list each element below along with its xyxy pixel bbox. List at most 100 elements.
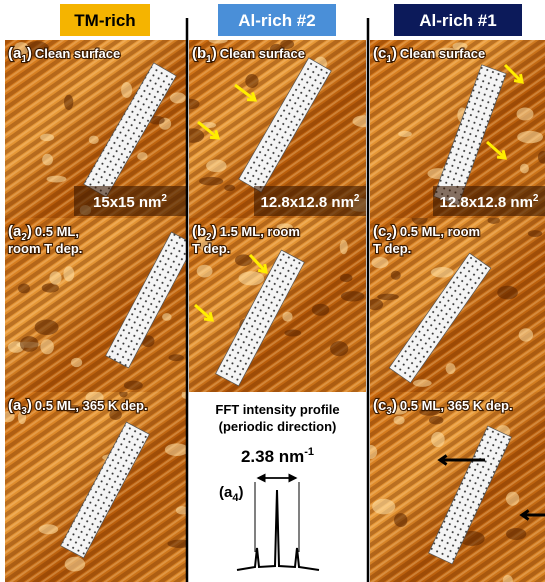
label-end: )	[212, 223, 217, 240]
stm-feature	[245, 74, 259, 88]
arrow-head	[246, 91, 258, 102]
stm-feature	[168, 354, 184, 362]
label-sub: 1	[21, 54, 27, 65]
stm-feature	[13, 42, 30, 55]
stm-feature	[238, 271, 265, 286]
label-caption: 0.5 ML, 365 K dep.	[400, 398, 513, 413]
arrow-head	[437, 454, 448, 466]
column-header: Al-rich #1	[419, 11, 496, 30]
scale-label: 12.8x12.8 nm2	[261, 193, 360, 211]
fft-title: FFT intensity profile	[215, 402, 339, 417]
stm-feature	[497, 285, 518, 300]
arrow	[503, 63, 524, 84]
stm-feature	[181, 392, 186, 399]
fft-value-sup: -1	[304, 446, 314, 458]
stm-feature	[189, 98, 200, 110]
stm-feature	[5, 411, 15, 423]
stm-feature	[378, 47, 391, 57]
stm-feature	[394, 513, 408, 528]
stm-feature	[123, 380, 143, 390]
stm-feature	[162, 313, 172, 321]
stm-feature	[419, 408, 440, 416]
arrow	[194, 303, 213, 322]
stm-feature	[17, 283, 30, 294]
stm-feature	[109, 409, 122, 421]
stm-feature	[42, 153, 53, 166]
label-end: )	[212, 45, 217, 62]
stm-feature	[339, 239, 348, 255]
scale-label: 15x15 nm2	[93, 193, 167, 211]
label-main: (c	[373, 223, 386, 240]
scale-sup: 2	[533, 193, 539, 204]
stm-feature	[88, 135, 99, 145]
label-main: (a	[219, 484, 233, 501]
stm-feature	[65, 404, 83, 414]
stm-feature	[352, 115, 366, 128]
panel-label: (a2) 0.5 ML,	[8, 223, 79, 243]
stm-feature	[280, 40, 295, 50]
label-sub: 2	[386, 232, 392, 243]
panel-label: (c2) 0.5 ML, room	[373, 223, 480, 243]
stm-feature	[164, 443, 186, 457]
panel: 15x15 nm2 (a1) Clean surface	[5, 40, 186, 218]
stm-feature	[276, 223, 293, 231]
arrow-head	[519, 509, 530, 521]
label-caption: Clean surface	[35, 46, 120, 61]
panel-label: T dep.	[192, 241, 230, 256]
stm-feature	[85, 392, 104, 405]
stm-feature	[49, 271, 62, 285]
stm-feature	[370, 444, 378, 460]
label-end: )	[392, 45, 397, 62]
label-caption: 0.5 ML,	[35, 224, 79, 239]
stm-feature	[388, 405, 408, 415]
model-overlay	[105, 231, 186, 369]
label-caption: 0.5 ML, room	[400, 224, 480, 239]
stm-feature	[518, 328, 534, 342]
stm-feature	[517, 130, 543, 144]
stm-feature	[206, 159, 227, 173]
stm-feature	[224, 184, 236, 192]
label-main: (b	[192, 45, 206, 62]
stm-feature	[208, 40, 228, 44]
scale-text: 12.8x12.8 nm	[261, 194, 354, 211]
stm-feature	[169, 92, 186, 104]
stm-feature	[398, 130, 412, 138]
model-overlay	[428, 425, 512, 565]
arrow-head	[203, 311, 214, 322]
label-caption: Clean surface	[400, 46, 485, 61]
stm-feature	[199, 176, 224, 186]
panel-label: (c1) Clean surface	[373, 45, 485, 65]
stm-image	[370, 40, 545, 218]
stm-feature	[197, 235, 212, 251]
label-main: (c	[373, 45, 386, 62]
panel: 12.8x12.8 nm2 (c1) Clean surface	[370, 40, 545, 218]
panel: (a3) 0.5 ML, 365 K dep.	[5, 392, 186, 582]
stm-feature	[284, 329, 302, 337]
header-bg	[218, 4, 336, 36]
stm-image	[5, 218, 186, 392]
stm-feature	[412, 379, 432, 387]
panel-label: (a3) 0.5 ML, 365 K dep.	[8, 397, 148, 417]
model-overlay	[215, 249, 305, 387]
arrow	[248, 253, 268, 274]
label-end: )	[392, 397, 397, 414]
panel: (c3) 0.5 ML, 365 K dep.	[370, 392, 545, 582]
arrow-head	[209, 129, 221, 140]
stm-feature	[377, 293, 399, 301]
fft-panel	[189, 392, 366, 582]
stm-feature	[24, 41, 50, 57]
stm-feature	[434, 47, 460, 60]
stm-feature	[40, 133, 55, 142]
arrow	[486, 140, 506, 160]
fft-profile	[236, 489, 320, 571]
stm-feature	[505, 527, 527, 540]
label-caption: 1.5 ML, room	[220, 224, 300, 239]
label-main: (a	[8, 45, 22, 62]
header-bg	[394, 4, 522, 36]
arrow	[234, 83, 256, 102]
stm-feature	[121, 82, 133, 98]
scale-box	[74, 186, 186, 216]
